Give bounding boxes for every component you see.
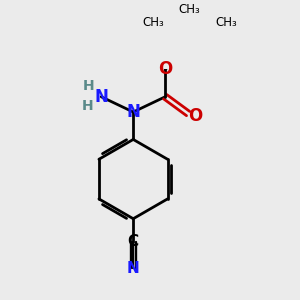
Text: O: O	[158, 60, 172, 78]
Text: C: C	[128, 234, 139, 249]
Text: H: H	[83, 79, 95, 93]
Text: CH₃: CH₃	[142, 16, 164, 28]
Text: H: H	[82, 99, 93, 113]
Text: CH₃: CH₃	[215, 16, 237, 28]
Text: N: N	[127, 261, 140, 276]
Text: N: N	[126, 103, 140, 121]
Text: O: O	[189, 107, 203, 125]
Text: N: N	[94, 88, 108, 106]
Text: CH₃: CH₃	[179, 3, 200, 16]
